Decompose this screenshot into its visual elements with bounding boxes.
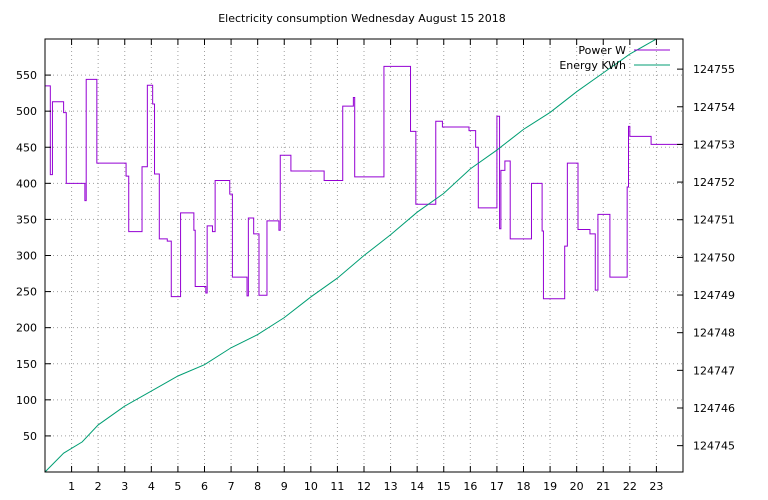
y-left-tick-label: 200 [16, 322, 37, 335]
legend: Power W Energy KWh [559, 44, 670, 72]
x-tick-label: 15 [437, 480, 451, 493]
y-right-tick-label: 124753 [693, 138, 735, 151]
x-tick-label: 7 [228, 480, 235, 493]
x-tick-label: 1 [68, 480, 75, 493]
x-tick-label: 23 [649, 480, 663, 493]
series-layer [44, 38, 683, 473]
x-tick-label: 16 [463, 480, 477, 493]
chart-title: Electricity consumption Wednesday August… [218, 12, 506, 25]
x-tick-label: 20 [570, 480, 584, 493]
y-left-tick-label: 350 [16, 213, 37, 226]
x-tick-label: 14 [410, 480, 424, 493]
y-right-tick-label: 124754 [693, 101, 735, 114]
y-left-tick-label: 550 [16, 69, 37, 82]
legend-label: Power W [578, 44, 626, 57]
x-axis: 1 2 3 4 5 6 7 8 9 10 11 12 13 14 15 16 17 18 19 20 21 22 23 [68, 39, 663, 493]
y-left-tick-label: 400 [16, 177, 37, 190]
x-tick-label: 11 [330, 480, 344, 493]
x-tick-label: 5 [174, 480, 181, 493]
y-left-tick-label: 250 [16, 286, 37, 299]
x-tick-label: 18 [517, 480, 531, 493]
legend-label: Energy KWh [559, 59, 626, 72]
right-axis: 124745 124746 124747 124748 124749 124750 1247… [677, 63, 735, 453]
x-tick-label: 2 [95, 480, 102, 493]
y-left-tick-label: 500 [16, 105, 37, 118]
y-right-tick-label: 124747 [693, 364, 735, 377]
y-right-tick-label: 124750 [693, 251, 735, 264]
x-tick-label: 17 [490, 480, 504, 493]
y-left-tick-label: 450 [16, 141, 37, 154]
x-tick-label: 8 [254, 480, 261, 493]
left-axis: 50 100 150 200 250 300 350 400 450 500 550 [16, 69, 51, 443]
y-left-tick-label: 150 [16, 358, 37, 371]
y-right-tick-label: 124755 [693, 63, 735, 76]
x-tick-label: 12 [357, 480, 371, 493]
y-right-tick-label: 124748 [693, 327, 735, 340]
x-tick-label: 19 [543, 480, 557, 493]
y-right-tick-label: 124749 [693, 289, 735, 302]
y-right-tick-label: 124751 [693, 214, 735, 227]
y-right-tick-label: 124745 [693, 440, 735, 453]
x-tick-label: 6 [201, 480, 208, 493]
y-left-tick-label: 300 [16, 250, 37, 263]
x-tick-label: 10 [304, 480, 318, 493]
x-tick-label: 13 [384, 480, 398, 493]
x-tick-label: 9 [281, 480, 288, 493]
series-line-energy-kwh [44, 38, 683, 473]
y-left-tick-label: 100 [16, 394, 37, 407]
grid [45, 39, 683, 472]
series-line-power-w [45, 65, 683, 300]
x-tick-label: 21 [596, 480, 610, 493]
x-tick-label: 3 [121, 480, 128, 493]
y-right-tick-label: 124746 [693, 402, 735, 415]
y-right-tick-label: 124752 [693, 176, 735, 189]
y-left-tick-label: 50 [23, 430, 37, 443]
x-tick-label: 22 [623, 480, 637, 493]
x-tick-label: 4 [148, 480, 155, 493]
